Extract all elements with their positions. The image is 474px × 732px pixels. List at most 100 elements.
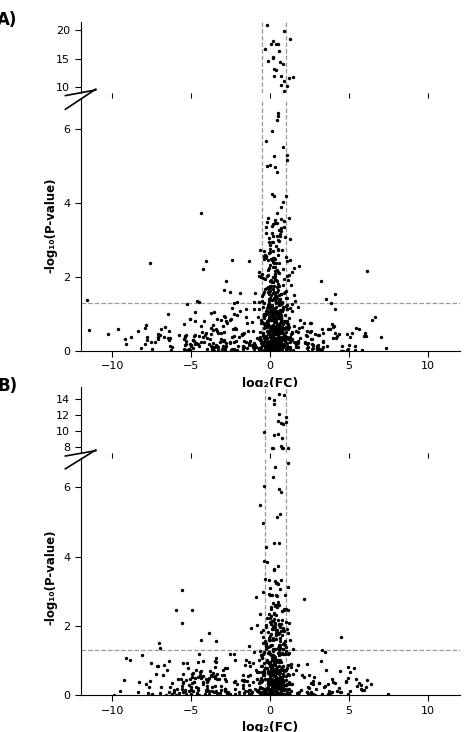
Point xyxy=(290,337,298,348)
Point xyxy=(275,133,283,145)
Point xyxy=(270,305,278,317)
Point xyxy=(264,138,272,149)
Point xyxy=(268,187,275,199)
Point xyxy=(266,673,274,685)
Point xyxy=(273,316,280,328)
Point xyxy=(274,491,282,503)
Point xyxy=(264,342,272,354)
Point xyxy=(263,343,271,355)
Point xyxy=(274,278,282,290)
Point xyxy=(264,504,271,515)
Point xyxy=(265,505,273,517)
Point xyxy=(258,501,266,513)
Point xyxy=(319,342,327,354)
Point xyxy=(279,675,286,687)
Point xyxy=(237,132,244,143)
Point xyxy=(290,138,297,149)
Point xyxy=(278,333,286,345)
Point xyxy=(271,643,279,654)
Point xyxy=(258,681,266,693)
Point xyxy=(271,291,279,302)
Point xyxy=(263,688,271,700)
Point xyxy=(243,132,250,143)
Point xyxy=(264,656,271,668)
Point xyxy=(267,341,274,353)
Point xyxy=(269,488,277,499)
Point xyxy=(265,293,273,305)
Point xyxy=(270,496,278,508)
Point xyxy=(267,610,275,621)
Point xyxy=(245,501,252,512)
Point xyxy=(266,501,273,512)
Point xyxy=(269,51,277,63)
Point xyxy=(282,664,290,676)
Point xyxy=(275,675,283,687)
Point xyxy=(277,312,284,324)
Point xyxy=(265,504,273,515)
Point xyxy=(272,137,279,149)
Point xyxy=(256,135,264,146)
Point xyxy=(272,504,279,515)
Point xyxy=(177,501,185,513)
Point xyxy=(273,342,281,354)
Point xyxy=(240,502,247,514)
Point xyxy=(166,340,173,352)
Point xyxy=(355,677,363,689)
Point xyxy=(264,138,271,149)
Point xyxy=(257,341,265,353)
Point xyxy=(273,292,280,304)
Point xyxy=(264,325,272,337)
Point xyxy=(260,272,267,284)
Point xyxy=(240,138,247,149)
Point xyxy=(270,63,278,75)
Point xyxy=(284,480,292,492)
Point xyxy=(306,326,313,337)
Point xyxy=(277,299,284,310)
Point xyxy=(344,498,352,510)
Point xyxy=(251,684,258,695)
Point xyxy=(284,418,292,430)
Point xyxy=(269,256,277,268)
Point xyxy=(261,135,268,147)
Point xyxy=(278,677,285,689)
Point xyxy=(231,501,238,513)
Point xyxy=(318,127,325,139)
Point xyxy=(274,503,282,515)
Point xyxy=(337,499,344,511)
Point xyxy=(226,689,234,701)
Point xyxy=(198,117,205,129)
Point xyxy=(263,302,271,314)
Point xyxy=(221,310,228,321)
Point xyxy=(225,504,232,516)
Point xyxy=(320,503,328,515)
Point xyxy=(280,678,287,690)
Point xyxy=(316,138,323,149)
Point xyxy=(277,625,285,637)
Point xyxy=(303,338,311,350)
Point xyxy=(273,665,280,676)
Point xyxy=(279,504,287,515)
Point xyxy=(277,325,285,337)
Point xyxy=(272,676,279,688)
Point xyxy=(266,498,274,509)
Point xyxy=(265,479,273,490)
Point xyxy=(279,673,286,684)
Point xyxy=(283,689,290,701)
Point xyxy=(271,564,278,575)
Point xyxy=(189,668,196,680)
Point xyxy=(258,334,265,346)
Point xyxy=(255,333,263,345)
Point xyxy=(266,491,274,503)
Point xyxy=(205,501,213,512)
Point xyxy=(274,497,282,509)
Point xyxy=(272,130,280,142)
Point xyxy=(266,127,273,139)
Point xyxy=(213,501,221,513)
Point xyxy=(333,135,340,147)
Point xyxy=(181,504,188,516)
Point xyxy=(268,113,275,125)
Point xyxy=(248,339,256,351)
Point xyxy=(182,674,190,686)
Point xyxy=(267,678,274,690)
Point xyxy=(279,660,286,672)
